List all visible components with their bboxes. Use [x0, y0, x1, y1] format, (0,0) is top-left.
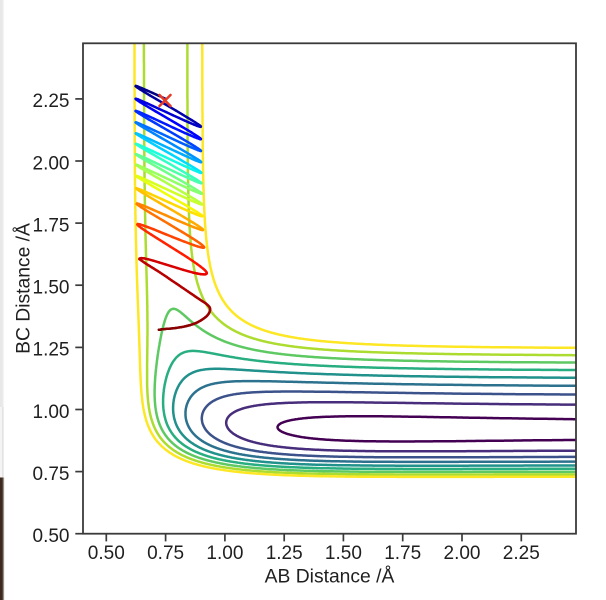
- svg-text:1.00: 1.00: [33, 402, 70, 423]
- svg-text:2.25: 2.25: [33, 91, 70, 112]
- svg-text:2.00: 2.00: [33, 153, 70, 174]
- svg-text:2.00: 2.00: [444, 543, 481, 564]
- svg-text:1.00: 1.00: [206, 543, 243, 564]
- svg-text:AB Distance /Å: AB Distance /Å: [265, 565, 395, 588]
- svg-text:1.75: 1.75: [384, 543, 421, 564]
- svg-text:1.75: 1.75: [33, 215, 70, 236]
- svg-text:0.50: 0.50: [88, 543, 125, 564]
- svg-text:0.75: 0.75: [147, 543, 184, 564]
- svg-text:0.75: 0.75: [33, 464, 70, 485]
- svg-text:0.50: 0.50: [33, 526, 70, 547]
- svg-text:1.25: 1.25: [33, 340, 70, 361]
- svg-text:2.25: 2.25: [503, 543, 540, 564]
- svg-text:1.50: 1.50: [325, 543, 362, 564]
- svg-text:1.50: 1.50: [33, 278, 70, 299]
- svg-text:BC Distance /Å: BC Distance /Å: [11, 223, 34, 354]
- svg-text:1.25: 1.25: [266, 543, 303, 564]
